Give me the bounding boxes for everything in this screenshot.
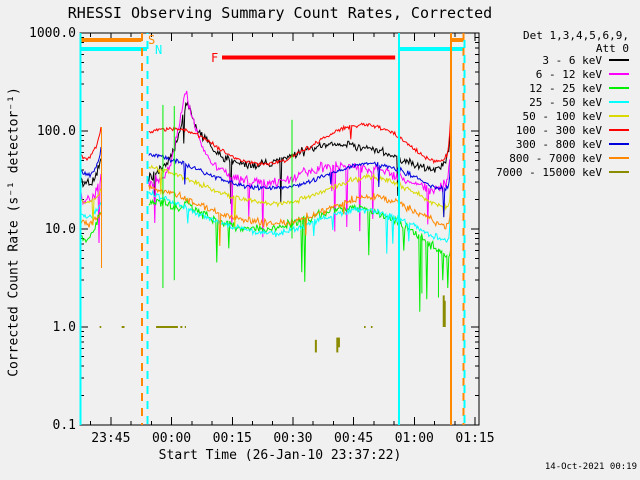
legend-entry-swatch: [609, 143, 629, 145]
series-line: [148, 114, 452, 167]
creation-timestamp: 14-Oct-2021 00:19: [544, 462, 637, 472]
x-tick-label: 00:30: [273, 431, 312, 446]
y-tick-label: 0.1: [53, 418, 76, 433]
series-100to300keV: [80, 114, 452, 167]
legend-entry-swatch: [609, 101, 629, 103]
series-line: [80, 147, 102, 179]
series-line: [148, 101, 452, 204]
y-axis-label: Corrected Count Rate (s⁻¹ detector⁻¹): [6, 87, 22, 377]
y-tick-label: 1.0: [53, 320, 76, 335]
legend-entry-label: 800 - 7000 keV: [509, 152, 602, 165]
series-3to6keV: [80, 101, 452, 204]
flag-label-S: S: [148, 33, 155, 47]
series-line: [80, 202, 102, 219]
flag-label-N: N: [155, 43, 162, 57]
x-tick-label: 00:00: [152, 431, 191, 446]
legend-entry: 6 - 12 keV: [389, 68, 629, 81]
legend-entry: 3 - 6 keV: [389, 54, 629, 67]
legend-entry: 25 - 50 keV: [389, 96, 629, 109]
legend-entry-swatch: [609, 87, 629, 89]
legend-entry-swatch: [609, 157, 629, 159]
series-12to25keV: [80, 197, 452, 312]
legend-entry: 800 - 7000 keV: [389, 152, 629, 165]
series-line: [148, 151, 452, 218]
legend-entry: 12 - 25 keV: [389, 82, 629, 95]
legend-attenuator-line: Att 0: [595, 42, 629, 55]
flag-label-F: F: [211, 51, 218, 65]
legend-entry-swatch: [609, 171, 629, 173]
tick-labels: 23:45 00:00 00:15 00:30 00:45 01:00 01:15 1000.…: [29, 26, 495, 446]
legend-entry-label: 100 - 300 keV: [515, 124, 602, 137]
legend-entry-label: 6 - 12 keV: [535, 68, 602, 81]
series-line: [148, 184, 452, 246]
legend-entry: 300 - 800 keV: [389, 138, 629, 151]
legend-entry-label: 3 - 6 keV: [542, 54, 602, 67]
series-7000to15000keV: [99, 295, 446, 353]
legend-entry-label: 7000 - 15000 keV: [496, 166, 602, 179]
legend-entry-label: 300 - 800 keV: [515, 138, 602, 151]
x-tick-label: 00:45: [334, 431, 373, 446]
chart-title: RHESSI Observing Summary Count Rates, Co…: [67, 4, 493, 22]
series-line: [80, 212, 102, 228]
legend-entry-swatch: [609, 73, 629, 75]
x-tick-label: 23:45: [91, 431, 130, 446]
legend-entry: 7000 - 15000 keV: [389, 166, 629, 179]
flag-bar-S: S: [81, 33, 464, 47]
x-tick-label: 00:15: [213, 431, 252, 446]
legend-entry: 100 - 300 keV: [389, 124, 629, 137]
x-axis-label: Start Time (26-Jan-10 23:37:22): [158, 448, 402, 463]
legend-entry: 50 - 100 keV: [389, 110, 629, 123]
legend-detectors-line: Det 1,3,4,5,6,9,: [523, 29, 629, 42]
series-300to800keV: [80, 147, 452, 218]
series-50to100keV: [80, 164, 452, 228]
legend-entry-label: 25 - 50 keV: [529, 96, 602, 109]
x-tick-label: 01:15: [455, 431, 494, 446]
y-tick-label: 100.0: [37, 124, 76, 139]
y-tick-label: 10.0: [45, 222, 76, 237]
legend-entry-label: 12 - 25 keV: [529, 82, 602, 95]
series-25to50keV: [80, 189, 452, 254]
flag-bar-F: F: [211, 51, 396, 65]
y-tick-label: 1000.0: [29, 26, 76, 41]
series-line: [148, 164, 452, 228]
legend-entry-swatch: [609, 129, 629, 131]
series-line: [148, 189, 452, 254]
series-800to7000keV: [80, 184, 452, 246]
series-line: [80, 188, 102, 226]
legend-entry-swatch: [609, 115, 629, 117]
legend-entry-swatch: [609, 59, 629, 61]
x-tick-label: 01:00: [395, 431, 434, 446]
series-line: [80, 158, 102, 188]
series-line: [148, 197, 452, 312]
legend-entry-label: 50 - 100 keV: [522, 110, 602, 123]
series-line: [80, 126, 102, 162]
flag-bar-N: N: [81, 43, 465, 57]
